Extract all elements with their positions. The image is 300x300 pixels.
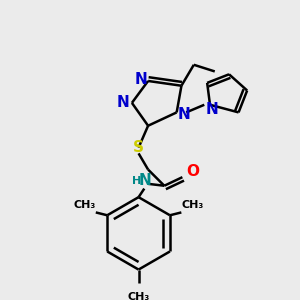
Text: N: N [206, 102, 218, 117]
Text: CH₃: CH₃ [128, 292, 150, 300]
Text: S: S [133, 140, 144, 155]
Text: CH₃: CH₃ [182, 200, 204, 210]
Text: O: O [186, 164, 200, 179]
Text: N: N [139, 173, 152, 188]
Text: CH₃: CH₃ [73, 200, 95, 210]
Text: N: N [178, 107, 191, 122]
Text: H: H [132, 176, 141, 186]
Text: N: N [135, 72, 148, 87]
Text: N: N [117, 95, 130, 110]
